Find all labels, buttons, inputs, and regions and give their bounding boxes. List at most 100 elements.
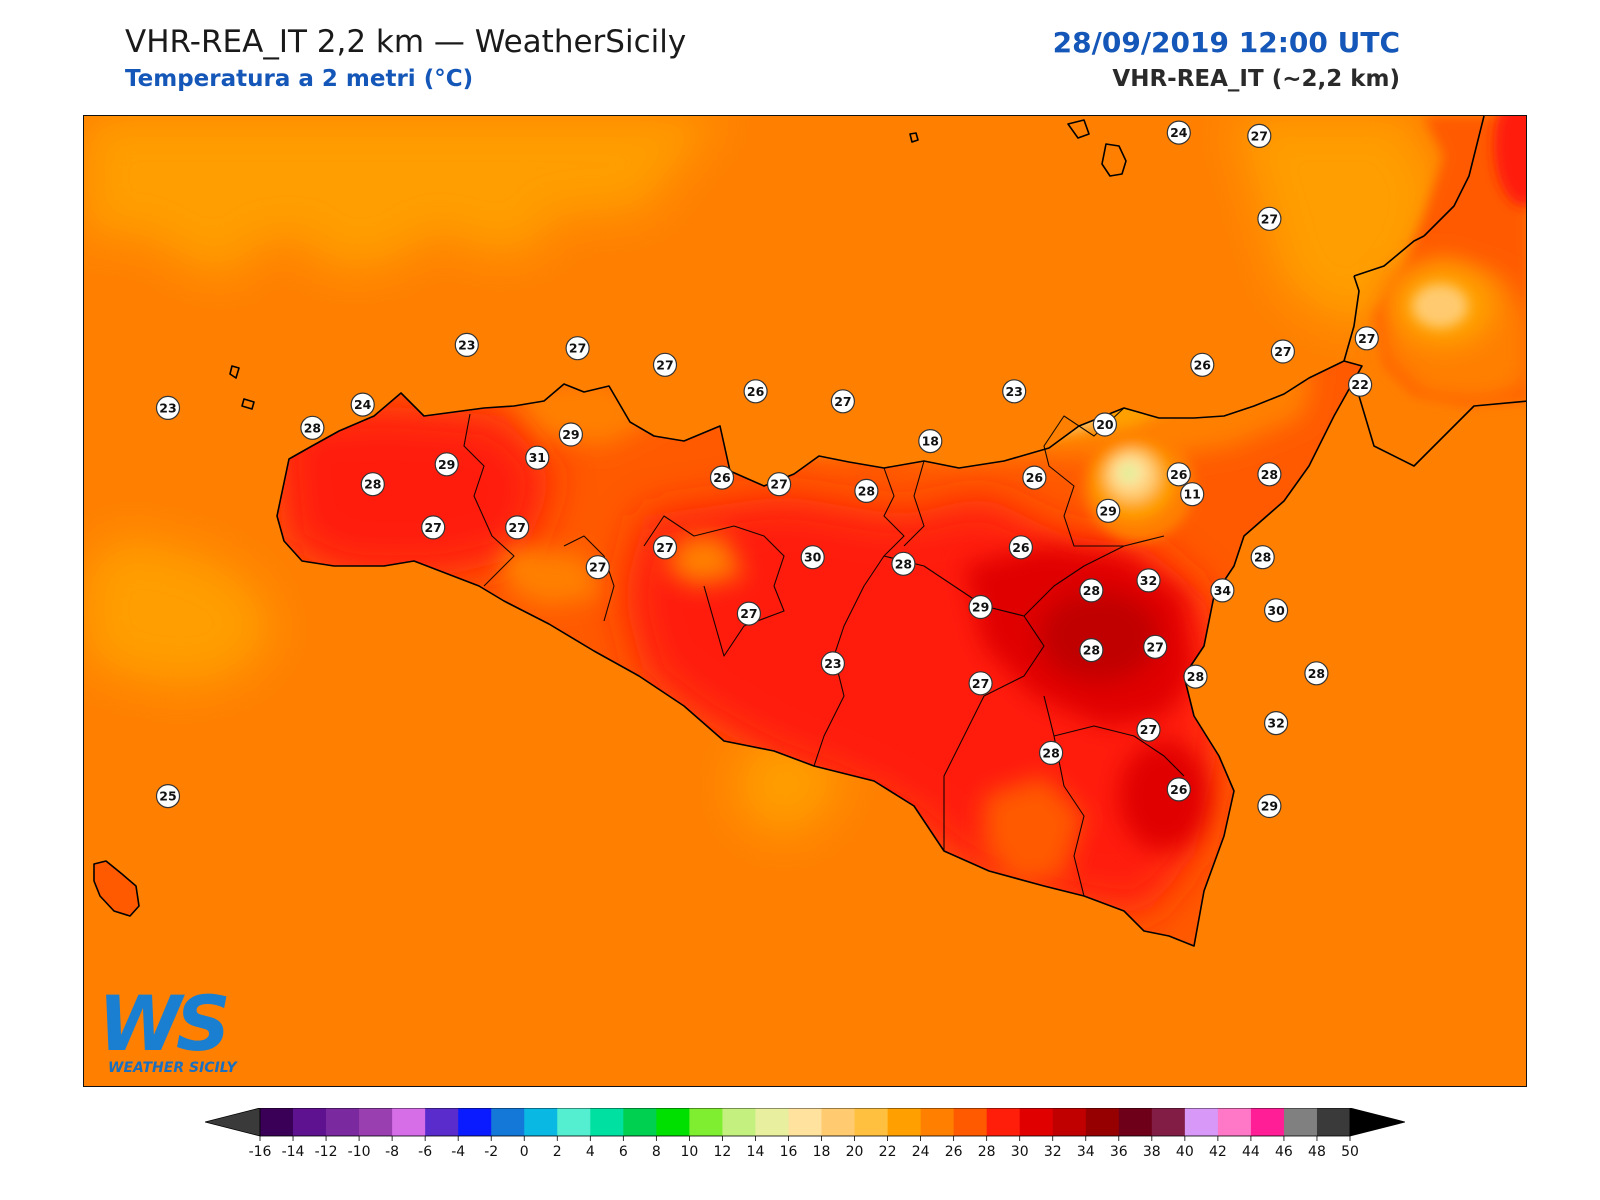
colorbar-swatch (755, 1108, 789, 1136)
station-marker: 27 (585, 555, 610, 580)
station-circle (1136, 717, 1161, 742)
station-marker: 26 (743, 379, 768, 404)
station-value: 23 (824, 656, 841, 671)
station-marker: 26 (1166, 462, 1191, 487)
station-circle (505, 515, 530, 540)
station-marker: 23 (155, 395, 181, 420)
station-value: 27 (656, 540, 673, 555)
station-marker: 27 (1247, 123, 1272, 148)
station-marker: 24 (350, 392, 375, 417)
station-circle (1022, 465, 1047, 490)
station-marker: 34 (1210, 578, 1235, 603)
station-circle (800, 545, 825, 570)
station-value: 23 (1005, 384, 1022, 399)
station-circle (830, 389, 856, 414)
station-circle (525, 445, 550, 470)
colorbar-under-arrow (204, 1107, 261, 1137)
station-marker: 27 (1143, 634, 1168, 659)
colorbar-swatch (887, 1108, 922, 1136)
colorbar-swatch (821, 1108, 855, 1136)
station-value: 27 (1140, 722, 1157, 737)
station-circle (558, 422, 583, 447)
colorbar-tick-label: 24 (912, 1144, 930, 1160)
station-value: 27 (770, 477, 787, 492)
station-value: 31 (529, 450, 546, 465)
colorbar-tick-label: 38 (1143, 1144, 1161, 1160)
station-value: 26 (713, 470, 731, 485)
colorbar-tick-label: 26 (945, 1144, 963, 1160)
station-circle (1270, 339, 1296, 364)
station-marker: 28 (1250, 545, 1275, 570)
station-circle (652, 352, 678, 377)
station-marker: 23 (454, 332, 479, 357)
station-marker: 11 (1180, 482, 1205, 507)
station-circle (1166, 462, 1191, 487)
colorbar-swatch (953, 1108, 988, 1136)
colorbar-swatch (359, 1108, 393, 1136)
colorbar-swatch (689, 1108, 723, 1136)
station-value: 27 (740, 606, 757, 621)
station-value: 28 (1187, 669, 1204, 684)
station-value: 28 (858, 483, 875, 498)
colorbar-swatch (1184, 1108, 1219, 1136)
coastlines (93, 116, 1526, 947)
station-value: 28 (1083, 583, 1100, 598)
colorbar-tick-label: -16 (249, 1144, 272, 1160)
station-circle (1002, 379, 1027, 404)
station-value: 34 (1214, 583, 1232, 598)
station-value: 32 (1267, 716, 1284, 731)
station-circle (652, 535, 678, 560)
station-value: 28 (1083, 643, 1100, 658)
colorbar-tick-label: 16 (780, 1144, 798, 1160)
colorbar-swatch (260, 1108, 294, 1136)
station-marker: 27 (1270, 339, 1296, 364)
station-value: 27 (1261, 211, 1278, 226)
colorbar-swatch (1283, 1108, 1318, 1136)
station-marker: 27 (421, 515, 446, 540)
colorbar-swatch (425, 1108, 459, 1136)
station-circle (1190, 352, 1215, 377)
station-circle (820, 651, 846, 676)
station-marker: 27 (652, 535, 678, 560)
station-value: 18 (922, 434, 939, 449)
station-circle (1354, 326, 1379, 351)
station-value: 26 (1026, 470, 1044, 485)
station-circle (743, 379, 768, 404)
station-value: 28 (895, 556, 912, 571)
station-value: 26 (1012, 540, 1030, 555)
colorbar-swatch (293, 1108, 327, 1136)
colorbar-tick-label: 20 (846, 1144, 864, 1160)
station-value: 27 (656, 357, 673, 372)
colorbar-swatch (1316, 1108, 1351, 1136)
colorbar-tick-label: 14 (747, 1144, 765, 1160)
station-circle (1257, 206, 1282, 231)
station-circle (1008, 535, 1034, 560)
station-marker: 32 (1263, 710, 1289, 736)
map-title: VHR-REA_IT 2,2 km — WeatherSicily (125, 24, 687, 60)
colorbar-outline (259, 1107, 1351, 1137)
station-circle (968, 594, 993, 620)
colorbar-swatch (1019, 1108, 1054, 1136)
station-value: 23 (159, 400, 176, 415)
station-marker: 27 (766, 472, 792, 497)
station-marker: 29 (968, 594, 993, 620)
colorbar-swatch (1217, 1108, 1252, 1136)
colorbar-swatch (458, 1108, 492, 1136)
station-marker: 32 (1136, 568, 1161, 593)
colorbar-swatch (788, 1108, 822, 1136)
station-marker: 27 (565, 336, 590, 361)
station-marker: 26 (1166, 777, 1191, 802)
station-value: 20 (1096, 417, 1114, 432)
station-marker: 30 (1263, 598, 1289, 623)
station-value: 29 (1261, 799, 1278, 814)
colorbar-tick-label: 10 (680, 1144, 698, 1160)
station-circle (360, 472, 385, 497)
station-marker: 27 (830, 389, 856, 414)
station-marker: 27 (736, 601, 762, 626)
station-circle (1136, 568, 1161, 593)
station-circle (1257, 462, 1282, 487)
colorbar-tick-label: -8 (385, 1144, 399, 1160)
station-value: 27 (589, 560, 606, 575)
station-value: 24 (354, 397, 372, 412)
station-value: 28 (1261, 467, 1278, 482)
